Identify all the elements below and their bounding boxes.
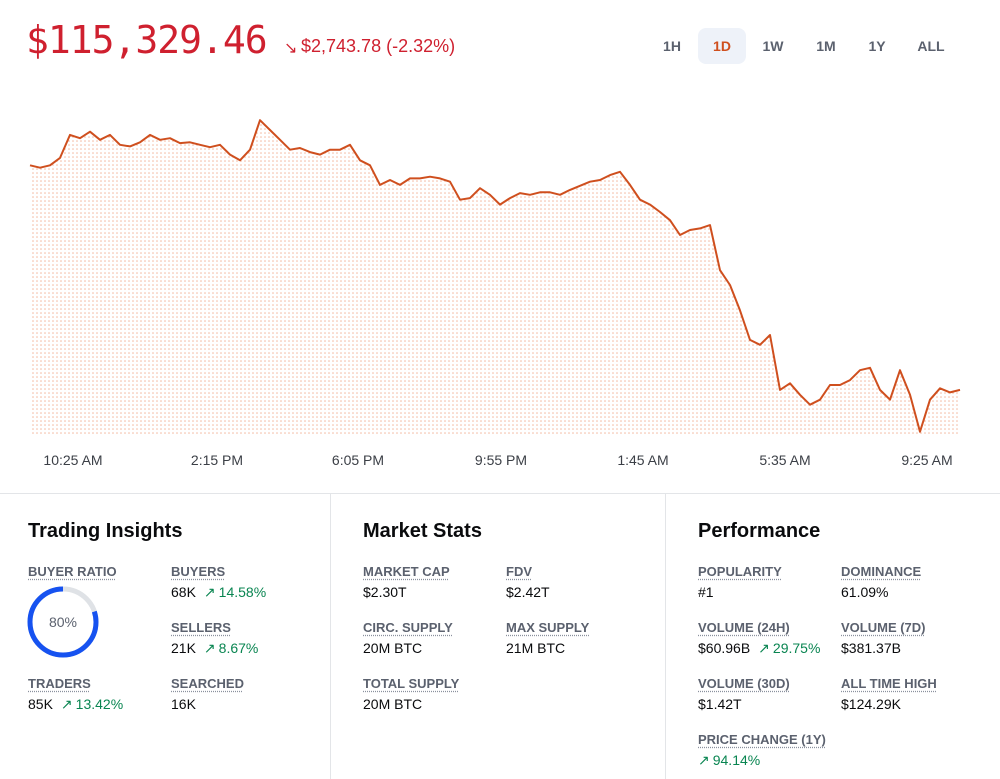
divider <box>665 493 666 779</box>
stat-row: $1.42T <box>698 696 742 712</box>
stat-label[interactable]: VOLUME (30D) <box>698 676 790 691</box>
panel-title: Trading Insights <box>28 520 183 542</box>
stat-label[interactable]: MARKET CAP <box>363 564 450 579</box>
stat-row: 20M BTC <box>363 696 422 712</box>
stat-label[interactable]: SELLERS <box>171 620 231 635</box>
price-area <box>30 120 960 435</box>
x-tick-label: 10:25 AM <box>43 452 102 468</box>
x-tick-label: 2:15 PM <box>191 452 243 468</box>
stat-row: 61.09% <box>841 584 888 600</box>
stat-value: 61.09% <box>841 584 889 600</box>
stat-label[interactable]: TOTAL SUPPLY <box>363 676 460 691</box>
stat-label[interactable]: FDV <box>506 564 532 579</box>
stat-value: $2.42T <box>506 584 550 600</box>
ratio-donut: 80% <box>27 586 99 658</box>
stat-label[interactable]: VOLUME (24H) <box>698 620 790 635</box>
stat-value: 20M BTC <box>363 696 423 712</box>
stat-row: 21M BTC <box>506 640 565 656</box>
stat-row: ↗ 94.14% <box>698 752 760 769</box>
x-tick-label: 6:05 PM <box>332 452 384 468</box>
divider <box>330 493 331 779</box>
stat-change: 14.58% <box>218 584 267 600</box>
stat-label[interactable]: VOLUME (7D) <box>841 620 926 635</box>
stat-row: 21K ↗ 8.67% <box>171 640 258 657</box>
stat-change: 29.75% <box>772 640 821 656</box>
stat-label[interactable]: SEARCHED <box>171 676 244 691</box>
stat-value: $124.29K <box>841 696 901 712</box>
stat-label[interactable]: BUYER RATIO <box>28 564 117 579</box>
stat-row: 68K ↗ 14.58% <box>171 584 266 601</box>
stat-row: 85K ↗ 13.42% <box>28 696 123 713</box>
stat-row: 20M BTC <box>363 640 422 656</box>
stat-value: 68K <box>171 584 196 600</box>
stat-row: 16K <box>171 696 196 712</box>
time-range-button[interactable]: 1D <box>698 28 746 64</box>
up-arrow-icon: ↗ <box>698 752 710 768</box>
stat-row: $60.96B ↗ 29.75% <box>698 640 820 657</box>
chart: 10:25 AM 2:15 PM 6:05 PM 9:55 PM 1:45 AM 5:35… <box>29 119 961 468</box>
x-tick-label: 9:55 PM <box>475 452 527 468</box>
stat-value: $381.37B <box>841 640 901 656</box>
price-change: $2,743.78 (-2.32%) <box>301 36 456 56</box>
panel-title: Market Stats <box>363 520 482 542</box>
price: $115,329.46 <box>26 18 268 62</box>
stat-row: #1 <box>698 584 714 600</box>
stat-label[interactable]: TRADERS <box>28 676 91 691</box>
up-arrow-icon: ↗ <box>60 696 73 712</box>
donut-arc <box>27 586 99 658</box>
stat-value: 21K <box>171 640 196 656</box>
price-line <box>29 119 961 433</box>
stat-row: $124.29K <box>841 696 901 712</box>
stat-label[interactable]: DOMINANCE <box>841 564 922 579</box>
down-arrow-icon: ↘ <box>284 40 298 57</box>
time-range-button[interactable]: 1Y <box>868 38 886 54</box>
stat-row: $2.30T <box>363 584 407 600</box>
donut-label: 80% <box>49 614 77 630</box>
stat-change: 94.14% <box>712 752 761 768</box>
stat-label[interactable]: MAX SUPPLY <box>506 620 590 635</box>
up-arrow-icon: ↗ <box>203 584 216 600</box>
up-arrow-icon: ↗ <box>203 640 216 656</box>
x-tick-label: 1:45 AM <box>617 452 668 468</box>
stat-label[interactable]: BUYERS <box>171 564 226 579</box>
stat-label[interactable]: CIRC. SUPPLY <box>363 620 453 635</box>
stat-value: $2.30T <box>363 584 407 600</box>
stat-value: $60.96B <box>698 640 751 656</box>
stat-value: 16K <box>171 696 196 712</box>
x-tick-label: 9:25 AM <box>901 452 952 468</box>
time-range-button[interactable]: 1W <box>762 38 784 54</box>
panel-title: Performance <box>698 520 821 542</box>
stat-row: $2.42T <box>506 584 550 600</box>
x-tick-label: 5:35 AM <box>759 452 810 468</box>
time-range-button[interactable]: 1M <box>816 38 836 54</box>
stat-label[interactable]: ALL TIME HIGH <box>841 676 937 691</box>
time-range-button[interactable]: ALL <box>917 38 945 54</box>
stat-value: 85K <box>28 696 53 712</box>
time-range-button[interactable]: 1H <box>663 38 681 54</box>
stat-value: #1 <box>698 584 714 600</box>
stat-value: 20M BTC <box>363 640 423 656</box>
stat-change: 8.67% <box>218 640 259 656</box>
stat-value: $1.42T <box>698 696 742 712</box>
stat-row: $381.37B <box>841 640 901 656</box>
stat-value: 21M BTC <box>506 640 566 656</box>
up-arrow-icon: ↗ <box>758 640 770 656</box>
stat-label[interactable]: POPULARITY <box>698 564 782 579</box>
stat-label[interactable]: PRICE CHANGE (1Y) <box>698 732 826 747</box>
divider <box>0 493 1000 494</box>
stat-change: 13.42% <box>75 696 124 712</box>
